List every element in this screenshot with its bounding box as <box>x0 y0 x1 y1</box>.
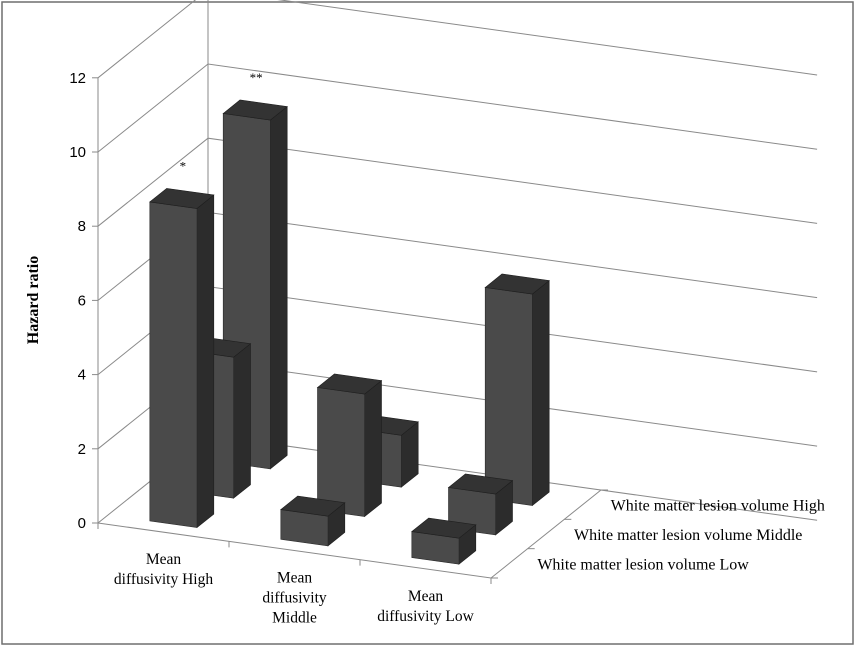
bar-top-face <box>484 273 550 295</box>
bar-top-face <box>411 517 477 539</box>
bar-c2-s0 <box>411 517 477 565</box>
bar-c2-s2 <box>484 273 550 507</box>
category-label-line: Mean <box>146 551 182 568</box>
bar-c1-s1 <box>316 373 383 518</box>
series-label-0: White matter lesion volume Low <box>537 556 749 573</box>
category-label-2: Mean diffusivity Low <box>377 588 474 625</box>
category-label-line: Middle <box>272 610 317 627</box>
bar-top-face <box>149 188 215 209</box>
y-tick-label-6: 12 <box>69 70 86 87</box>
category-label-line: Mean <box>408 588 444 605</box>
bar-front-face <box>484 287 533 506</box>
y-tick-label-0: 0 <box>78 515 86 532</box>
bar-c0-s0 <box>149 188 215 529</box>
bar-front-face <box>149 201 198 528</box>
bar-side-face <box>531 279 550 507</box>
y-axis-label: Hazard ratio <box>25 256 42 344</box>
y-tick-labels: 0 2 4 6 8 10 12 <box>69 70 86 532</box>
category-label-line: diffusivity Low <box>377 608 474 625</box>
category-label-line: Mean <box>277 570 313 587</box>
bar-side-face <box>364 379 382 518</box>
gridline-6 <box>97 0 818 79</box>
category-label-1: Mean diffusivity Middle <box>262 570 327 627</box>
category-label-line: diffusivity High <box>114 571 213 588</box>
bar-top-face <box>280 495 346 517</box>
bar-side-face <box>233 343 251 499</box>
bar-top-face <box>222 99 288 121</box>
y-tick-label-4: 8 <box>78 218 86 235</box>
significance-mark-0: * <box>180 158 187 173</box>
bar-front-face <box>317 387 365 517</box>
series-label-1: White matter lesion volume Middle <box>574 527 802 544</box>
category-label-line: diffusivity <box>262 590 327 607</box>
bar-top-face <box>316 373 383 395</box>
bar-c1-s0 <box>280 495 346 547</box>
bar-side-face <box>196 194 215 529</box>
category-label-0: Mean diffusivity High <box>114 551 213 588</box>
bar-side-face <box>269 105 288 470</box>
bars <box>149 99 550 565</box>
y-tick-label-3: 6 <box>78 292 86 309</box>
y-tick-label-2: 4 <box>78 367 86 384</box>
y-tick-label-5: 10 <box>69 144 86 161</box>
series-label-2: White matter lesion volume High <box>611 498 825 515</box>
axis-labels: ***Mean diffusivity High Mean diffusivity Mi… <box>114 70 825 626</box>
significance-mark-1: ** <box>250 70 263 85</box>
y-tick-label-1: 2 <box>78 441 86 458</box>
bar-top-face <box>447 473 514 495</box>
